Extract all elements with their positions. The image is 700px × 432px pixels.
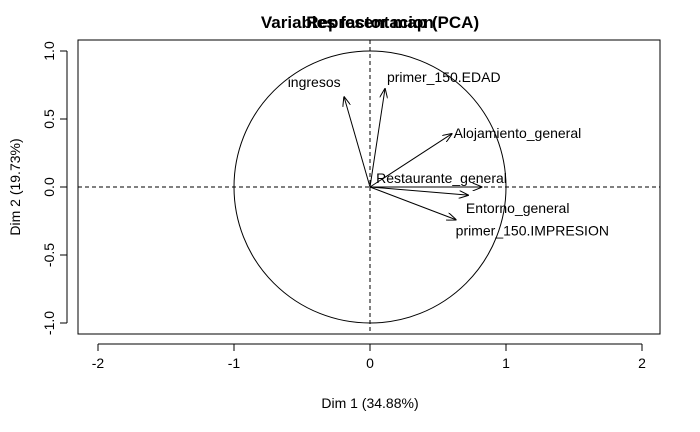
x-tick-label: 2 xyxy=(638,355,646,371)
chart-title-2: Representacion xyxy=(306,13,434,32)
vector-label: Restaurante_general xyxy=(376,170,507,186)
y-tick-label: 1.0 xyxy=(41,41,57,61)
vector-label: primer_150.IMPRESION xyxy=(456,223,609,239)
vector-arrow xyxy=(369,134,452,188)
vector-label: primer_150.EDAD xyxy=(387,69,501,85)
y-tick-label: 0.5 xyxy=(41,109,57,129)
y-axis-label: Dim 2 (19.73%) xyxy=(7,138,23,235)
correlation-circle xyxy=(233,50,507,324)
chart-title-1: Variables factor map (PCA) xyxy=(261,13,479,32)
vector-label: ingresos xyxy=(288,74,341,90)
vector-arrow xyxy=(369,186,468,195)
y-tick-label: -0.5 xyxy=(41,243,57,267)
x-tick-label: -2 xyxy=(92,355,105,371)
vector-label: Entorno_general xyxy=(466,200,570,216)
reference-lines xyxy=(78,40,660,334)
x-tick-label: 0 xyxy=(366,355,374,371)
x-axis-label: Dim 1 (34.88%) xyxy=(321,395,418,411)
unit-circle xyxy=(233,50,507,324)
vector-arrow xyxy=(369,186,456,220)
x-tick-label: -1 xyxy=(228,355,241,371)
vector-label: Alojamiento_general xyxy=(454,125,582,141)
y-tick-label: -1.0 xyxy=(41,311,57,335)
vector-arrow xyxy=(369,89,385,188)
vector-arrow xyxy=(344,97,371,188)
x-axis: -2 -1 0 1 2 xyxy=(92,343,646,371)
y-axis: -1.0 -0.5 0.0 0.5 1.0 xyxy=(41,41,68,335)
x-tick-label: 1 xyxy=(502,355,510,371)
y-tick-label: 0.0 xyxy=(41,177,57,197)
variable-vectors: ingresos primer_150.EDAD Alojamiento_gener… xyxy=(288,69,609,239)
